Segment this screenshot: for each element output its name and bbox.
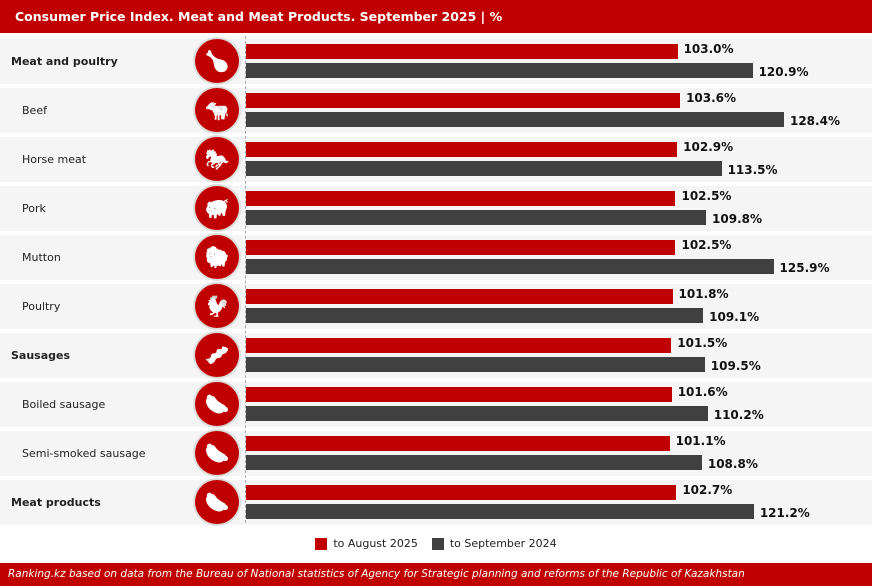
data-label: 101.8% bbox=[678, 287, 729, 301]
bar-to-september-2024 bbox=[246, 161, 722, 176]
cow-icon: 🐄 bbox=[195, 88, 239, 132]
category-label: Mutton bbox=[22, 251, 61, 264]
meat-poultry-icon: 🍗 bbox=[195, 39, 239, 83]
data-label: 103.6% bbox=[686, 91, 737, 105]
data-label: 109.5% bbox=[710, 359, 761, 373]
sausage-icon: 🥓 bbox=[195, 333, 239, 377]
horse-icon: 🐎 bbox=[195, 137, 239, 181]
bar-to-august-2025 bbox=[246, 338, 672, 353]
bar-to-september-2024 bbox=[246, 357, 705, 372]
legend: to August 2025 to September 2024 bbox=[0, 537, 872, 550]
category-label: Pork bbox=[22, 202, 46, 215]
bar-to-september-2024 bbox=[246, 308, 704, 323]
sausage-link-icon: 🌭 bbox=[195, 480, 239, 524]
bar-to-september-2024 bbox=[246, 210, 707, 225]
chart-title: Consumer Price Index. Meat and Meat Prod… bbox=[0, 0, 872, 33]
bar-to-august-2025 bbox=[246, 44, 678, 59]
bar-to-september-2024 bbox=[246, 63, 753, 78]
data-label: 102.5% bbox=[681, 189, 732, 203]
bar-to-august-2025 bbox=[246, 191, 676, 206]
chart-row: Pork 🐖 102.5% 109.8% bbox=[0, 186, 872, 231]
category-label: Semi-smoked sausage bbox=[22, 447, 146, 460]
semi-smoked-sausage-icon: 🌭 bbox=[195, 431, 239, 475]
boiled-sausage-icon: 🌭 bbox=[195, 382, 239, 426]
pig-icon: 🐖 bbox=[195, 186, 239, 230]
data-label: 121.2% bbox=[759, 506, 810, 520]
chart-row: Poultry 🐓 101.8% 109.1% bbox=[0, 284, 872, 329]
bar-to-august-2025 bbox=[246, 93, 681, 108]
category-label: Beef bbox=[22, 104, 47, 117]
category-label: Poultry bbox=[22, 300, 61, 313]
category-label: Boiled sausage bbox=[22, 398, 106, 411]
legend-label: to August 2025 bbox=[333, 537, 418, 550]
baseline-axis bbox=[245, 36, 246, 523]
category-label: Sausages bbox=[11, 349, 71, 362]
data-label: 101.6% bbox=[677, 385, 728, 399]
data-label: 102.9% bbox=[683, 140, 734, 154]
chicken-icon: 🐓 bbox=[195, 284, 239, 328]
data-label: 101.5% bbox=[677, 336, 728, 350]
bar-to-august-2025 bbox=[246, 142, 678, 157]
legend-item-september: to September 2024 bbox=[431, 537, 557, 550]
bar-to-september-2024 bbox=[246, 455, 702, 470]
chart-row: Mutton 🐑 102.5% 125.9% bbox=[0, 235, 872, 280]
source-footer: Ranking.kz based on data from the Bureau… bbox=[0, 563, 872, 586]
data-label: 109.1% bbox=[709, 310, 760, 324]
bar-to-september-2024 bbox=[246, 112, 784, 127]
chart-row: Horse meat 🐎 102.9% 113.5% bbox=[0, 137, 872, 182]
data-label: 125.9% bbox=[779, 261, 830, 275]
data-label: 108.8% bbox=[707, 457, 758, 471]
bar-to-august-2025 bbox=[246, 289, 673, 304]
chart-row: Meat products 🌭 102.7% 121.2% bbox=[0, 480, 872, 525]
data-label: 120.9% bbox=[758, 65, 809, 79]
chart-row: Boiled sausage 🌭 101.6% 110.2% bbox=[0, 382, 872, 427]
category-label: Meat products bbox=[11, 496, 101, 509]
data-label: 103.0% bbox=[683, 42, 734, 56]
bar-to-september-2024 bbox=[246, 406, 708, 421]
legend-label: to September 2024 bbox=[449, 537, 557, 550]
data-label: 110.2% bbox=[713, 408, 764, 422]
bar-to-august-2025 bbox=[246, 240, 676, 255]
bar-to-august-2025 bbox=[246, 387, 672, 402]
legend-swatch-gray bbox=[431, 537, 444, 550]
data-label: 102.5% bbox=[681, 238, 732, 252]
legend-swatch-red bbox=[315, 537, 328, 550]
data-label: 101.1% bbox=[675, 434, 726, 448]
chart-row: Beef 🐄 103.6% 128.4% bbox=[0, 88, 872, 133]
data-label: 128.4% bbox=[789, 114, 840, 128]
bar-to-september-2024 bbox=[246, 259, 774, 274]
legend-item-august: to August 2025 bbox=[315, 537, 418, 550]
bar-to-august-2025 bbox=[246, 436, 670, 451]
data-label: 113.5% bbox=[727, 163, 778, 177]
data-label: 102.7% bbox=[682, 483, 733, 497]
chart-row: Meat and poultry 🍗 103.0% 120.9% bbox=[0, 39, 872, 84]
chart-row: Sausages 🥓 101.5% 109.5% bbox=[0, 333, 872, 378]
chart-row: Semi-smoked sausage 🌭 101.1% 108.8% bbox=[0, 431, 872, 476]
category-label: Horse meat bbox=[22, 153, 87, 166]
category-label: Meat and poultry bbox=[11, 55, 118, 68]
bar-to-september-2024 bbox=[246, 504, 754, 519]
bar-to-august-2025 bbox=[246, 485, 677, 500]
sheep-icon: 🐑 bbox=[195, 235, 239, 279]
data-label: 109.8% bbox=[712, 212, 763, 226]
